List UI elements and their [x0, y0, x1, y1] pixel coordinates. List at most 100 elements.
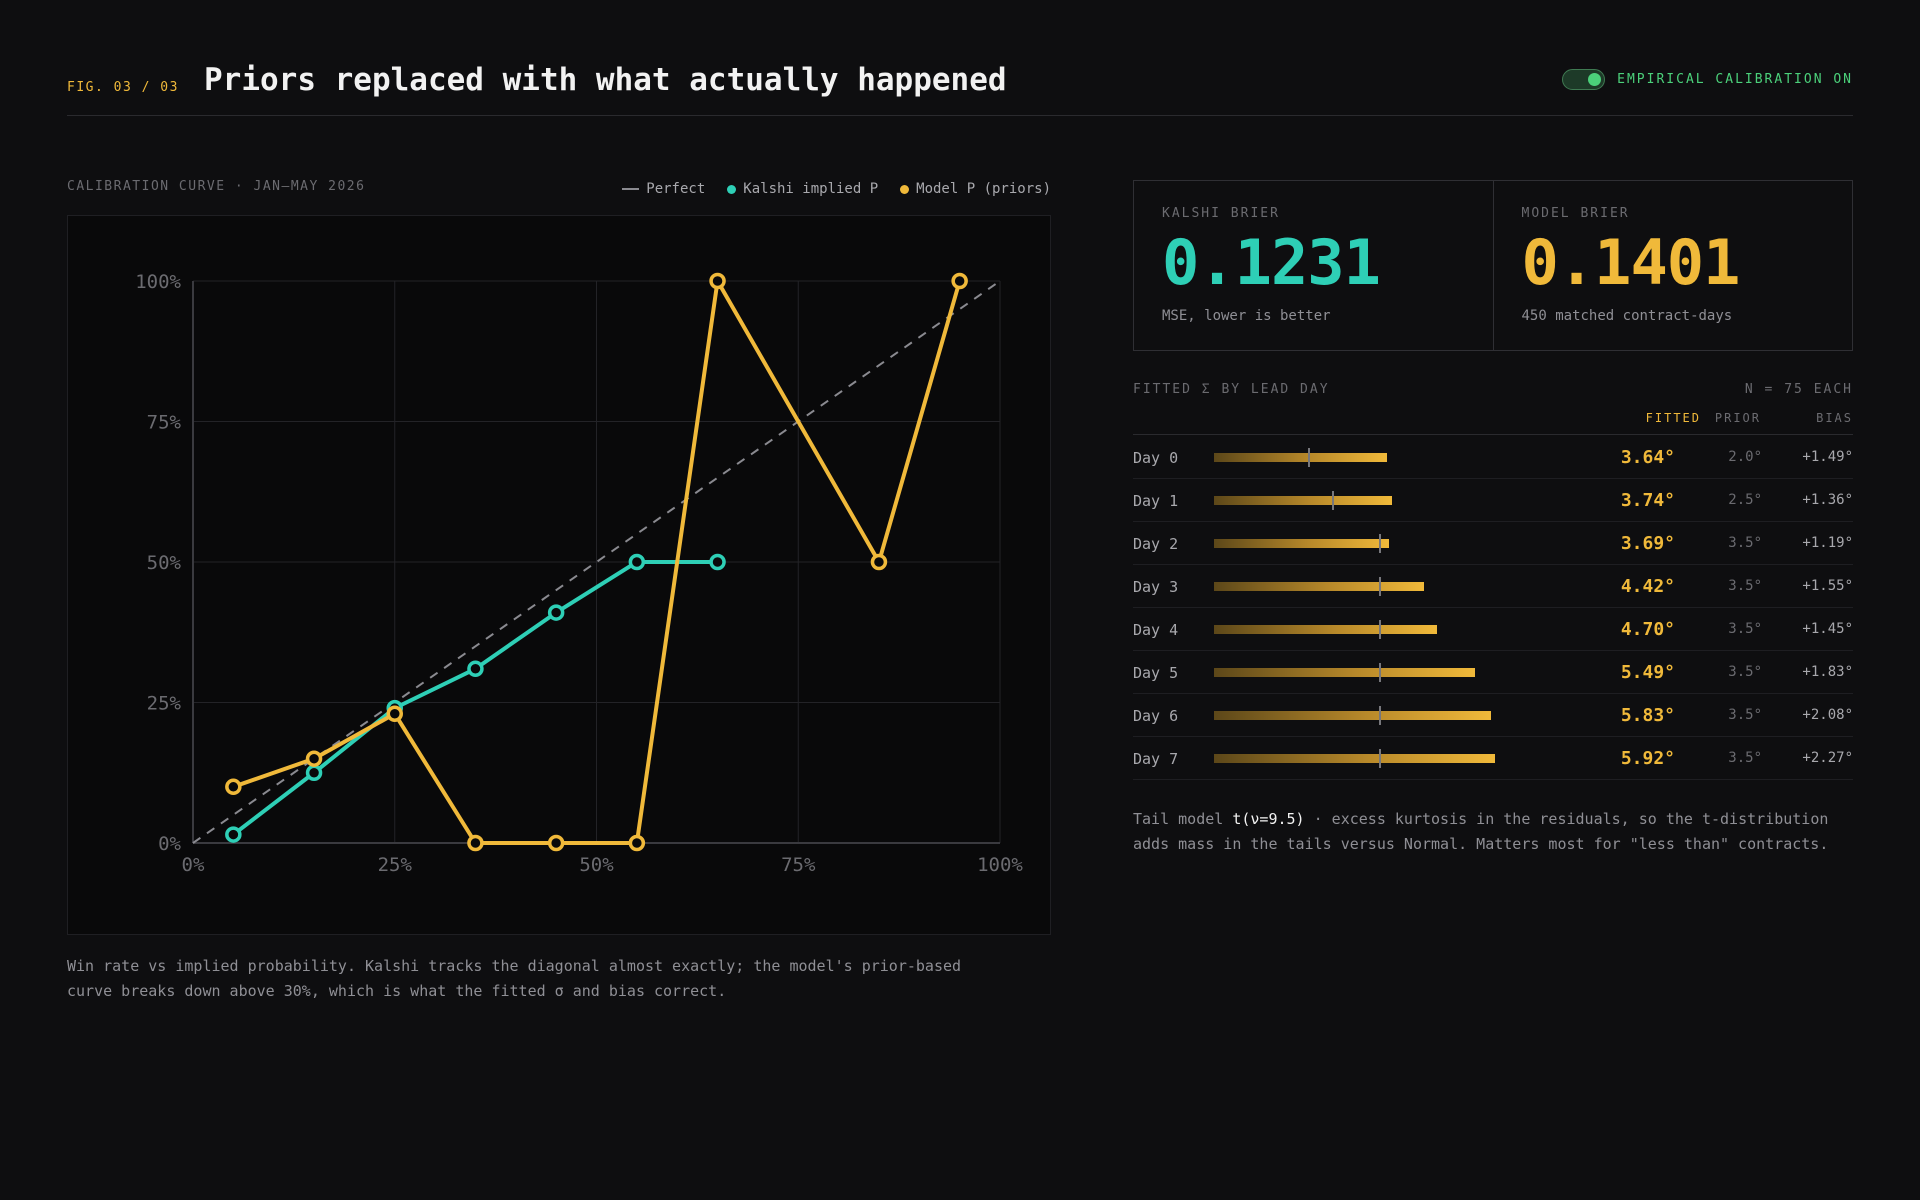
row-fitted-value: 3.69°: [1620, 533, 1675, 554]
prior-sigma-tick: [1379, 663, 1382, 682]
row-day-label: Day 2: [1133, 535, 1179, 553]
row-fitted-value: 5.83°: [1620, 705, 1675, 726]
fitted-sigma-bar: [1214, 539, 1390, 548]
tail-note-prefix: Tail model: [1133, 810, 1233, 828]
kalshi-brier-label: KALSHI BRIER: [1162, 206, 1280, 221]
sigma-column-headers: FITTED PRIOR BIAS: [1133, 411, 1853, 435]
sigma-bar-track: [1214, 749, 1594, 768]
row-fitted-value: 4.42°: [1620, 576, 1675, 597]
row-prior-value: 2.0°: [1728, 449, 1762, 465]
row-bias-value: +1.45°: [1802, 621, 1853, 637]
row-day-label: Day 7: [1133, 750, 1179, 768]
data-point-model-p-priors: [547, 834, 565, 852]
data-point-model-p-priors: [225, 778, 242, 796]
table-row: Day 3 4.42° 3.5° +1.55°: [1133, 565, 1853, 608]
y-tick-label: 25%: [147, 693, 182, 715]
row-bias-value: +2.08°: [1802, 707, 1853, 723]
row-fitted-value: 4.70°: [1620, 619, 1675, 640]
empirical-calibration-toggle[interactable]: [1562, 69, 1606, 90]
data-point-model-p-priors: [709, 272, 726, 290]
legend-item-kalshi: Kalshi implied P: [727, 181, 878, 197]
legend-item-model: Model P (priors): [900, 181, 1051, 197]
row-fitted-value: 3.64°: [1620, 447, 1675, 468]
data-point-model-p-priors: [870, 553, 888, 571]
data-point-model-p-priors: [628, 834, 646, 852]
chart-legend: Perfect Kalshi implied P Model P (priors…: [600, 181, 1051, 197]
model-brier-value: 0.1401: [1521, 226, 1741, 299]
tail-note-suffix: · excess kurtosis in the residuals, so t…: [1133, 810, 1829, 853]
row-fitted-value: 3.74°: [1620, 490, 1675, 511]
kalshi-brier-subtitle: MSE, lower is better: [1162, 308, 1331, 324]
table-row: Day 2 3.69° 3.5° +1.19°: [1133, 522, 1853, 565]
sigma-bar-track: [1214, 448, 1594, 467]
model-brier-subtitle: 450 matched contract-days: [1521, 308, 1733, 324]
brier-stat-cards: KALSHI BRIER 0.1231 MSE, lower is better…: [1133, 180, 1853, 351]
legend-item-perfect: Perfect: [622, 181, 705, 197]
row-day-label: Day 1: [1133, 492, 1179, 510]
prior-sigma-tick: [1379, 749, 1382, 768]
fitted-sigma-bar: [1214, 668, 1475, 677]
row-day-label: Day 5: [1133, 664, 1179, 682]
row-bias-value: +1.19°: [1802, 535, 1853, 551]
row-fitted-value: 5.49°: [1620, 662, 1675, 683]
calibration-chart-panel: 0% 25% 50% 75% 100% 0% 25% 50% 75% 100%: [67, 215, 1051, 935]
table-row: Day 6 5.83° 3.5° +2.08°: [1133, 694, 1853, 737]
prior-sigma-tick: [1379, 577, 1382, 596]
row-prior-value: 3.5°: [1728, 621, 1762, 637]
legend-swatch-kalshi: [727, 184, 737, 194]
data-point-model-p-priors: [951, 272, 968, 290]
y-tick-label: 50%: [147, 552, 182, 574]
x-tick-label: 75%: [781, 854, 816, 876]
row-prior-value: 2.5°: [1728, 492, 1762, 508]
toggle-label: EMPIRICAL CALIBRATION ON: [1617, 72, 1853, 87]
sigma-bar-track: [1214, 706, 1594, 725]
fitted-sigma-bar: [1214, 625, 1438, 634]
column-header-fitted: FITTED: [1645, 411, 1701, 425]
fitted-sigma-bar: [1214, 711, 1491, 720]
row-prior-value: 3.5°: [1728, 707, 1762, 723]
data-point-model-p-priors: [467, 834, 484, 852]
data-point-kalshi-implied-p: [305, 764, 323, 781]
prior-sigma-tick: [1379, 620, 1382, 639]
row-bias-value: +1.83°: [1802, 664, 1853, 680]
row-prior-value: 3.5°: [1728, 578, 1762, 594]
legend-label-kalshi: Kalshi implied P: [743, 181, 879, 197]
row-bias-value: +2.27°: [1802, 750, 1853, 766]
tail-model-note: Tail model t(ν=9.5) · excess kurtosis in…: [1133, 807, 1853, 857]
calibration-chart: 0% 25% 50% 75% 100% 0% 25% 50% 75% 100%: [135, 271, 1023, 876]
sigma-bar-track: [1214, 491, 1594, 510]
column-header-prior: PRIOR: [1714, 411, 1761, 425]
prior-sigma-tick: [1379, 534, 1382, 553]
fitted-sigma-bar: [1214, 453, 1387, 462]
sigma-bar-track: [1214, 620, 1594, 639]
kalshi-brier-card: KALSHI BRIER 0.1231 MSE, lower is better: [1134, 181, 1493, 350]
legend-label-perfect: Perfect: [646, 181, 706, 197]
y-tick-label: 0%: [158, 833, 181, 855]
sigma-bar-track: [1214, 577, 1594, 596]
legend-label-model: Model P (priors): [916, 181, 1051, 197]
row-day-label: Day 0: [1133, 449, 1179, 467]
table-row: Day 7 5.92° 3.5° +2.27°: [1133, 737, 1853, 780]
sigma-table-rows: Day 0 3.64° 2.0° +1.49° Day 1 3.74° 2.5°…: [1133, 436, 1853, 780]
tail-model-formula: t(ν=9.5): [1232, 810, 1305, 828]
legend-swatch-model: [900, 184, 910, 194]
model-brier-label: MODEL BRIER: [1521, 206, 1630, 221]
fitted-sigma-bar: [1214, 582, 1424, 591]
data-point-kalshi-implied-p: [547, 604, 565, 621]
sigma-bar-track: [1214, 663, 1594, 682]
sigma-table-n-label: N = 75 EACH: [1744, 382, 1853, 397]
prior-sigma-tick: [1331, 491, 1334, 510]
row-prior-value: 3.5°: [1728, 664, 1762, 680]
toggle-knob[interactable]: [1588, 73, 1602, 86]
x-tick-label: 25%: [378, 854, 413, 876]
table-row: Day 5 5.49° 3.5° +1.83°: [1133, 651, 1853, 694]
x-tick-label: 0%: [182, 854, 205, 876]
page-header: FIG. 03 / 03 Priors replaced with what a…: [67, 58, 1853, 116]
y-tick-label: 75%: [147, 412, 182, 434]
data-point-kalshi-implied-p: [628, 553, 646, 571]
column-header-bias: BIAS: [1816, 411, 1853, 425]
row-fitted-value: 5.92°: [1620, 748, 1675, 769]
row-prior-value: 3.5°: [1728, 535, 1762, 551]
row-day-label: Day 6: [1133, 707, 1179, 725]
series-line-perfect: [192, 280, 1001, 844]
